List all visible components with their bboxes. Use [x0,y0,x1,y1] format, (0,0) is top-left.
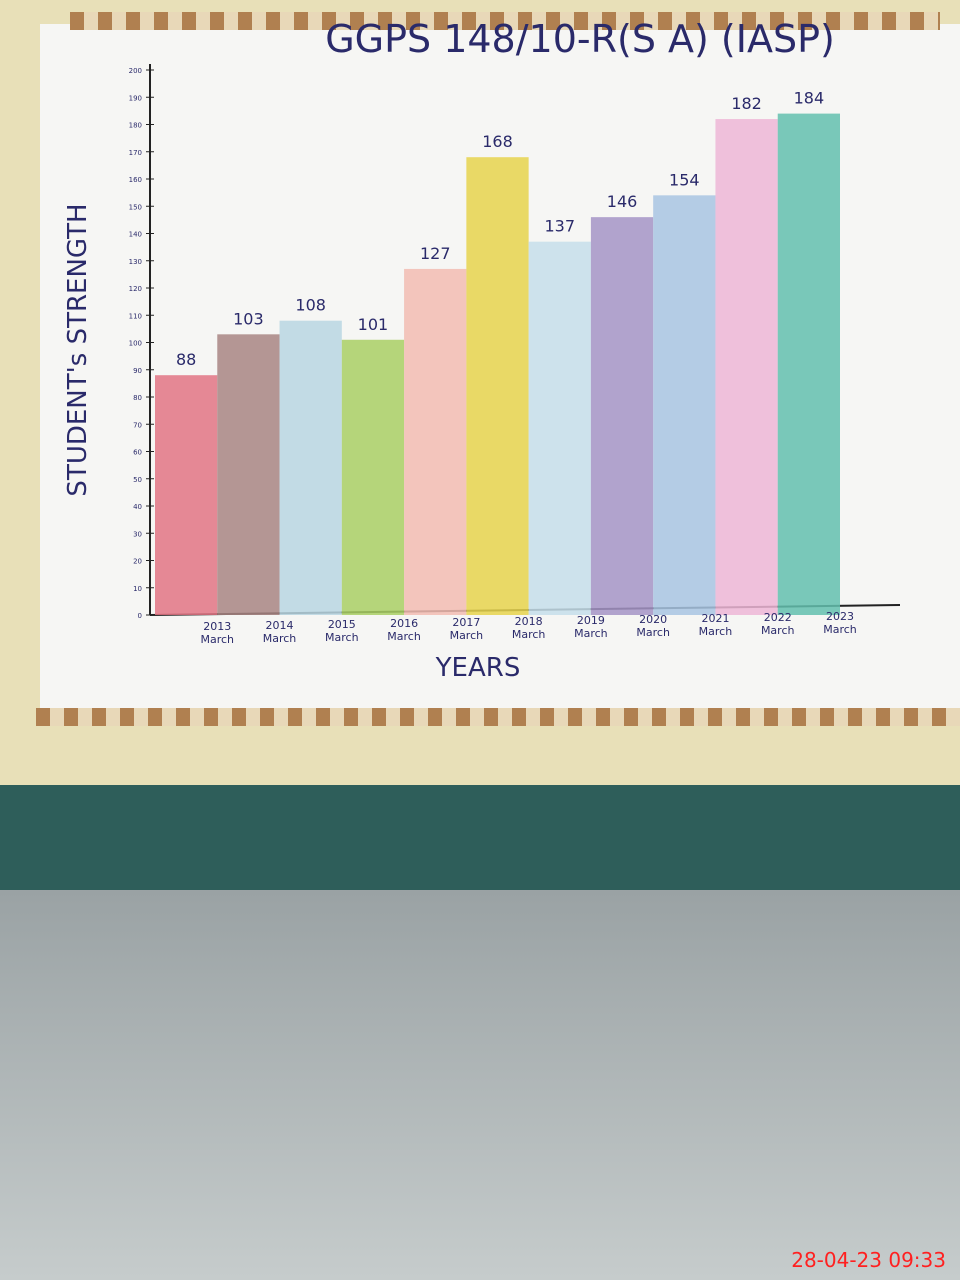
y-tick-label: 170 [129,149,142,157]
y-tick-label: 40 [133,503,142,511]
x-tick-label: 2014 March [262,619,297,645]
y-tick-label: 130 [129,258,142,266]
x-tick-label: 2018 March [511,615,546,641]
y-tick-label: 10 [133,585,142,593]
frame [70,12,940,30]
data-label: 127 [420,244,451,263]
data-label: 184 [794,89,825,108]
data-label: 182 [731,94,762,113]
x-axis-label: YEARS [435,653,521,683]
y-tick-label: 110 [129,312,142,320]
y-tick-label: 60 [133,449,142,457]
x-tick-label: 2023 March [823,610,857,636]
y-tick-label: 30 [133,530,142,538]
bar [279,320,342,615]
x-tick-label: 2021 March [698,612,733,638]
data-label: 154 [669,170,700,189]
bar [777,113,840,615]
y-tick-label: 140 [129,231,142,239]
x-tick-label: 2013 March [200,620,235,646]
data-label: 101 [358,315,389,334]
y-tick-label: 120 [129,285,142,293]
y-tick-label: 200 [129,67,142,75]
data-label: 168 [482,132,513,151]
bar [341,339,405,615]
data-label: 137 [544,217,575,236]
timestamp: 28-04-23 09:33 [791,1248,946,1272]
bar [155,375,218,615]
y-tick-label: 70 [133,421,142,429]
data-label: 103 [233,309,264,328]
bar [590,217,654,615]
y-tick-label: 90 [133,367,142,375]
y-axis-label: STUDENT's STRENGTH [63,203,93,496]
chart-title: GGPS 148/10-R(S A) (IASP) [325,17,835,61]
x-tick-label: 2017 March [449,616,484,642]
x-tick-label: 2020 March [636,613,670,639]
wall-lower [0,890,960,1280]
data-label: 88 [176,350,196,369]
y-tick-label: 100 [129,340,142,348]
bar [653,195,716,615]
bar [404,268,467,615]
data-label: 146 [607,192,638,211]
x-tick-label: 2019 March [574,614,608,640]
x-tick-label: 2015 March [325,618,359,644]
y-tick-label: 50 [133,476,142,484]
y-tick-label: 150 [129,203,142,211]
x-tick-label: 2016 March [387,617,421,643]
bar [715,119,778,616]
y-tick-label: 0 [138,612,142,620]
y-tick-label: 190 [129,94,142,102]
bar [466,157,529,615]
bar [217,334,280,615]
y-tick-label: 20 [133,558,142,566]
y-tick-label: 160 [129,176,142,184]
data-label: 108 [295,296,326,315]
bar [528,241,591,616]
y-tick-label: 180 [129,122,142,130]
y-tick-label: 80 [133,394,142,402]
wall-stripe [0,785,960,890]
x-tick-label: 2022 March [760,611,795,637]
frame [36,708,960,726]
